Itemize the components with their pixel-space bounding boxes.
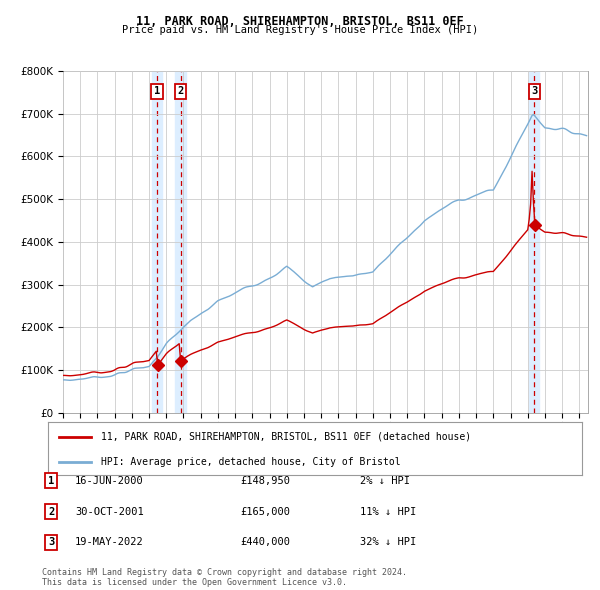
Text: Contains HM Land Registry data © Crown copyright and database right 2024.: Contains HM Land Registry data © Crown c… [42,568,407,577]
Text: 3: 3 [531,86,538,96]
Text: 16-JUN-2000: 16-JUN-2000 [75,476,144,486]
Text: Price paid vs. HM Land Registry's House Price Index (HPI): Price paid vs. HM Land Registry's House … [122,25,478,35]
Text: 11% ↓ HPI: 11% ↓ HPI [360,507,416,516]
Text: 2: 2 [48,507,54,516]
Text: 19-MAY-2022: 19-MAY-2022 [75,537,144,547]
Text: 2% ↓ HPI: 2% ↓ HPI [360,476,410,486]
Text: 3: 3 [48,537,54,547]
Text: 30-OCT-2001: 30-OCT-2001 [75,507,144,516]
Text: This data is licensed under the Open Government Licence v3.0.: This data is licensed under the Open Gov… [42,578,347,587]
Bar [529,71,539,413]
Text: 1: 1 [154,86,160,96]
Text: 2: 2 [178,86,184,96]
Text: £165,000: £165,000 [240,507,290,516]
Bar [175,71,186,413]
Text: £148,950: £148,950 [240,476,290,486]
Text: 1: 1 [48,476,54,486]
Bar [152,71,162,413]
Text: £440,000: £440,000 [240,537,290,547]
Text: HPI: Average price, detached house, City of Bristol: HPI: Average price, detached house, City… [101,457,401,467]
Text: 32% ↓ HPI: 32% ↓ HPI [360,537,416,547]
Text: 11, PARK ROAD, SHIREHAMPTON, BRISTOL, BS11 0EF (detached house): 11, PARK ROAD, SHIREHAMPTON, BRISTOL, BS… [101,432,472,442]
Text: 11, PARK ROAD, SHIREHAMPTON, BRISTOL, BS11 0EF: 11, PARK ROAD, SHIREHAMPTON, BRISTOL, BS… [136,15,464,28]
